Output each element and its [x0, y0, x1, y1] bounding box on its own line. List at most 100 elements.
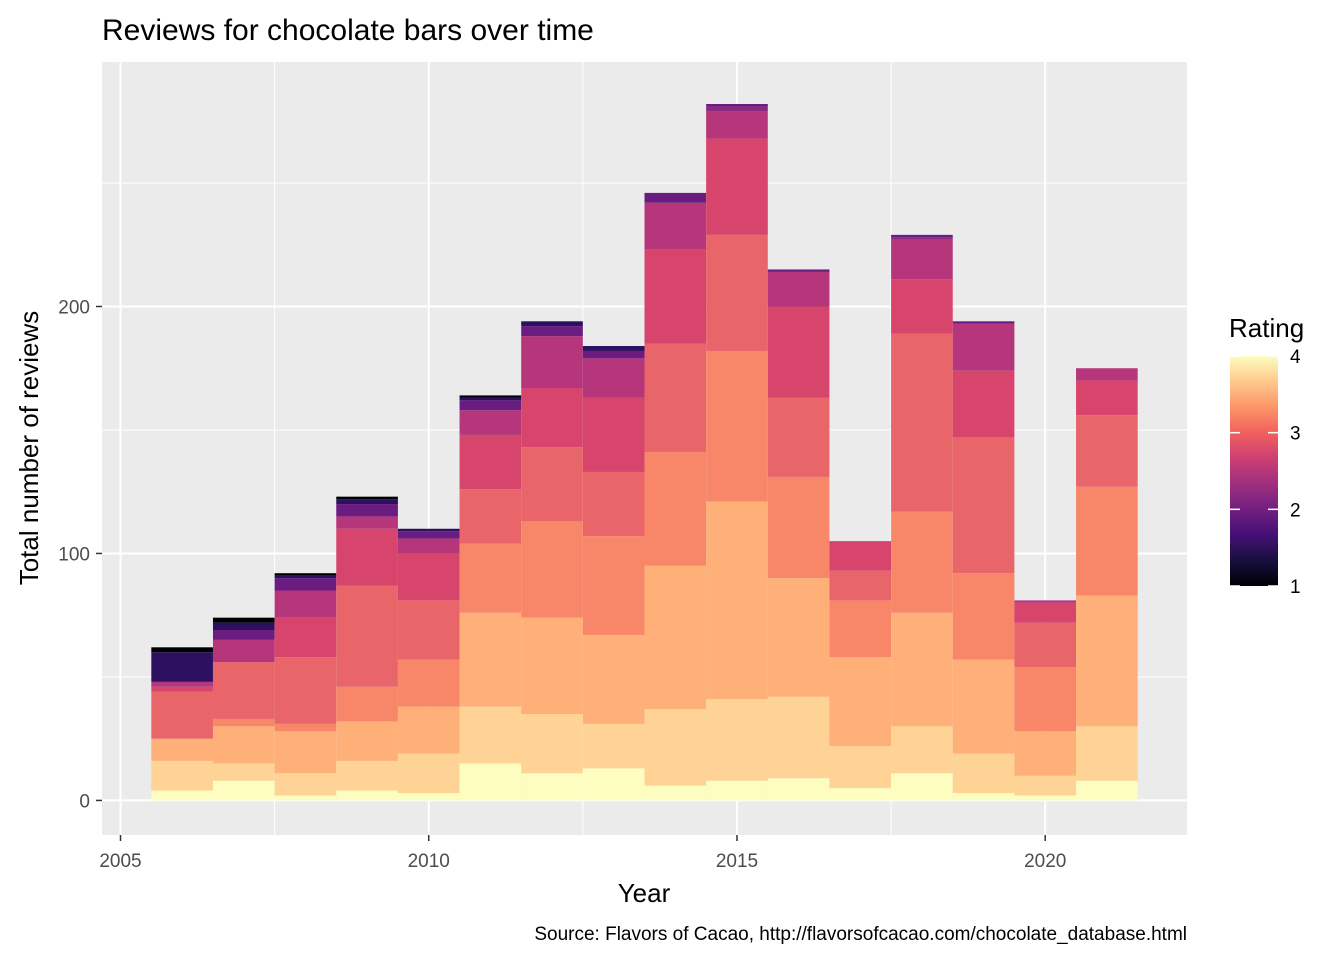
- bar-segment: [336, 504, 398, 517]
- bar-segment: [1076, 726, 1138, 781]
- bar-segment: [212, 718, 275, 727]
- bar-segment: [767, 397, 830, 477]
- bar-segment: [397, 600, 460, 660]
- bar-segment: [644, 249, 707, 344]
- bar-segment: [644, 565, 707, 710]
- bar-segment: [952, 573, 1015, 660]
- bar-segment: [397, 528, 460, 532]
- legend-tick-label: 3: [1290, 424, 1301, 445]
- bar-segment: [829, 788, 892, 801]
- bar-segment: [1076, 780, 1138, 801]
- bar-segment: [274, 573, 337, 576]
- bar-segment: [891, 612, 953, 727]
- bar-segment: [582, 768, 645, 801]
- bar-segment: [829, 600, 892, 658]
- bar-segment: [336, 760, 398, 791]
- bar-segment: [582, 350, 645, 359]
- x-tick-label: 2005: [99, 851, 141, 872]
- bar-segment: [397, 538, 460, 554]
- bar-segment: [1014, 600, 1077, 603]
- bar-segment: [274, 578, 337, 591]
- y-tick-label: 100: [58, 544, 90, 565]
- bar-segment: [582, 471, 645, 537]
- bar-segment: [767, 578, 830, 697]
- bar-segment: [336, 516, 398, 529]
- y-tick-label: 200: [58, 297, 90, 318]
- x-tick-label: 2015: [716, 851, 758, 872]
- x-tick-label: 2020: [1024, 851, 1066, 872]
- bar-segment: [891, 511, 953, 613]
- bar-segment: [274, 590, 337, 618]
- bar-segment: [336, 585, 398, 687]
- bar-segment: [521, 713, 583, 774]
- bar-segment: [336, 528, 398, 586]
- bar-segment: [891, 234, 953, 238]
- bar-segment: [459, 612, 522, 707]
- bar-segment: [151, 691, 213, 739]
- bar-segment: [151, 652, 213, 682]
- bar-segment: [336, 496, 398, 500]
- bar-segment: [459, 543, 522, 613]
- legend-tick-label: 2: [1290, 500, 1301, 521]
- bar-segment: [644, 709, 707, 786]
- bar-segment: [521, 326, 583, 337]
- legend-colorbar: [1230, 356, 1278, 586]
- bar-segment: [1014, 667, 1077, 732]
- x-axis-title: Year: [618, 878, 671, 908]
- bar-segment: [582, 536, 645, 635]
- bar-segment: [829, 570, 892, 601]
- bar-segment: [397, 531, 460, 539]
- bar-segment: [212, 763, 275, 781]
- bar-segment: [706, 501, 768, 700]
- bar-segment: [706, 138, 768, 235]
- bar-segment: [829, 657, 892, 747]
- bar-segment: [582, 346, 645, 351]
- bar-segment: [521, 387, 583, 448]
- bar-segment: [706, 111, 768, 139]
- bar-segment: [644, 202, 707, 250]
- bar-segment: [212, 622, 275, 631]
- bar-segment: [706, 103, 768, 107]
- bar-segment: [1076, 380, 1138, 416]
- bar-segment: [151, 760, 213, 791]
- chart-title: Reviews for chocolate bars over time: [102, 14, 594, 47]
- bar-segment: [952, 659, 1015, 754]
- bar-segment: [582, 358, 645, 398]
- bar-segment: [1076, 415, 1138, 487]
- bar-segment: [274, 773, 337, 796]
- bar-segment: [151, 790, 213, 801]
- bar-segment: [767, 269, 830, 272]
- bar-segment: [1076, 368, 1138, 381]
- y-axis-title: Total number of reviews: [14, 311, 44, 586]
- bar-segment: [1014, 775, 1077, 796]
- bar-segment: [767, 476, 830, 579]
- bar-segment: [891, 279, 953, 334]
- bar-segment: [521, 617, 583, 714]
- bar-segment: [274, 795, 337, 801]
- bar-segment: [952, 793, 1015, 801]
- bar-segment: [644, 343, 707, 453]
- bar-segment: [521, 773, 583, 801]
- legend-ticks: 1 2 3 4: [1230, 347, 1301, 598]
- legend: Rating 1 2 3 4: [1229, 313, 1304, 598]
- y-axis: 0 100 200: [58, 297, 102, 812]
- bar-segment: [151, 681, 213, 687]
- bar-segment: [459, 706, 522, 764]
- bar-segment: [644, 452, 707, 566]
- bar-segment: [459, 397, 522, 401]
- bar-segment: [829, 541, 892, 571]
- bar-segment: [274, 575, 337, 579]
- bar-segment: [706, 699, 768, 781]
- bar-segment: [952, 370, 1015, 438]
- x-tick-label: 2010: [408, 851, 450, 872]
- bar-segment: [521, 521, 583, 618]
- bar-segment: [521, 336, 583, 388]
- bars: [151, 103, 1138, 801]
- bar-segment: [212, 662, 275, 719]
- bar-segment: [459, 763, 522, 801]
- bar-segment: [212, 639, 275, 663]
- bar-segment: [767, 778, 830, 801]
- bar-segment: [274, 731, 337, 774]
- bar-segment: [459, 434, 522, 490]
- bar-segment: [1014, 602, 1077, 623]
